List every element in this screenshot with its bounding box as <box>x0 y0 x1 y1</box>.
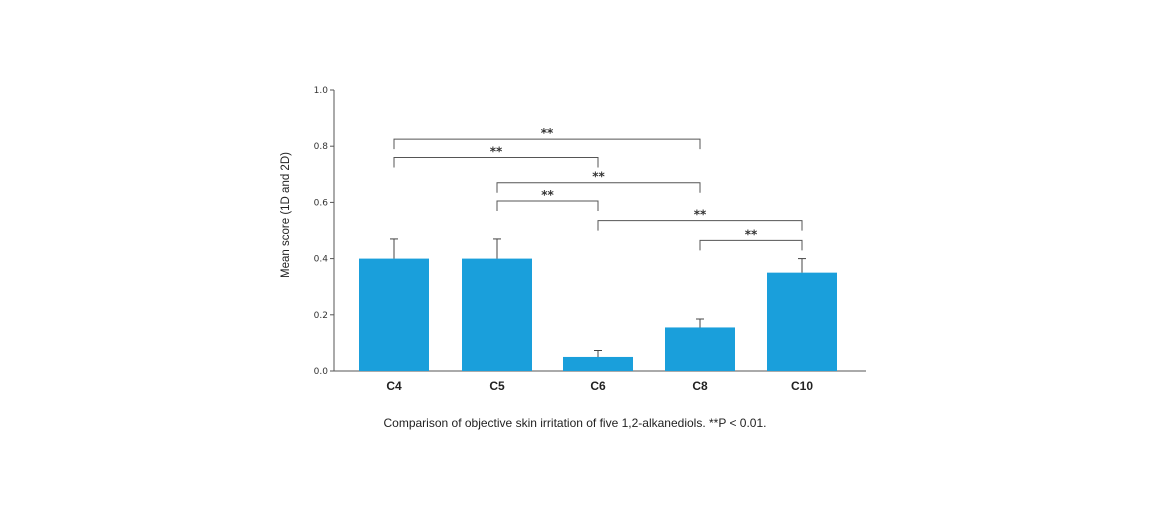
x-tick-label: C5 <box>489 379 505 393</box>
significance-label: ** <box>490 144 503 158</box>
bar-c5 <box>462 258 532 371</box>
y-tick-label: 0.4 <box>314 255 329 265</box>
figure-caption: Comparison of objective skin irritation … <box>383 416 767 430</box>
y-tick-label: 0.6 <box>314 198 329 208</box>
significance-bracket <box>597 220 803 231</box>
x-tick-label: C6 <box>590 379 606 393</box>
bar-c10 <box>767 272 837 371</box>
error-bars <box>390 238 806 357</box>
x-tick-labels: C4 C5 C6 C8 C10 <box>386 379 813 393</box>
bars <box>359 258 837 371</box>
y-ticks: 0.0 0.2 0.4 0.6 0.8 1.0 <box>314 86 334 377</box>
x-tick-label: C8 <box>692 379 708 393</box>
significance-bracket <box>496 182 701 193</box>
significance-bracket <box>496 200 599 211</box>
significance-label: ** <box>694 208 707 222</box>
bar-c6 <box>563 356 633 371</box>
y-tick-label: 0.8 <box>314 142 329 152</box>
significance-bracket <box>393 156 599 168</box>
bar-c4 <box>359 258 429 371</box>
y-axis-label: Mean score (1D and 2D) <box>280 152 292 278</box>
significance-bracket <box>699 239 803 251</box>
y-tick-label: 0.2 <box>314 311 328 321</box>
significance-label: ** <box>541 126 554 140</box>
x-tick-label: C10 <box>791 379 813 393</box>
significance-label: ** <box>592 170 605 184</box>
bar-c8 <box>665 327 735 371</box>
y-tick-label: 0.0 <box>314 367 329 377</box>
x-tick-label: C4 <box>386 379 402 393</box>
significance-brackets: ** ** ** ** ** ** <box>393 126 803 251</box>
significance-bracket <box>393 138 701 150</box>
significance-label: ** <box>541 188 554 202</box>
y-tick-label: 1.0 <box>314 86 329 96</box>
significance-label: ** <box>745 227 758 241</box>
